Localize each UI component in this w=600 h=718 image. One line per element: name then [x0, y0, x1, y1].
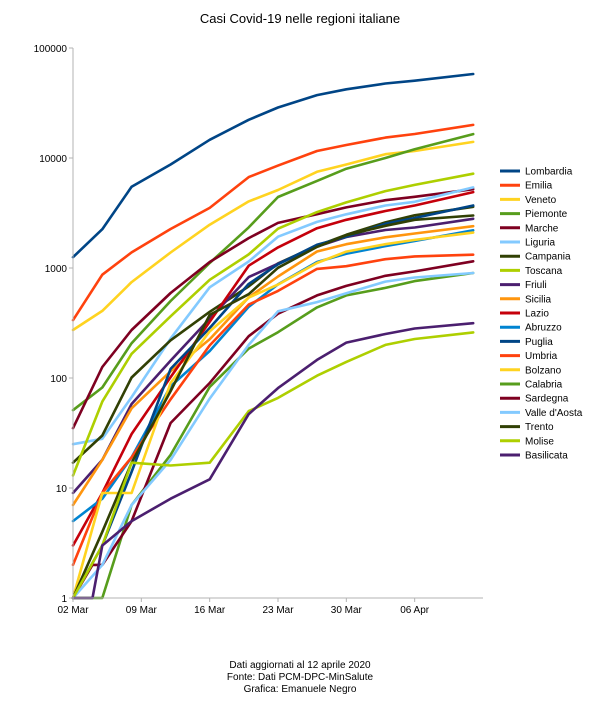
legend-label: Abruzzo: [525, 323, 562, 334]
legend-item: Lombardia: [500, 167, 573, 178]
legend-label: Veneto: [525, 195, 557, 206]
legend-label: Basilicata: [525, 451, 568, 462]
legend-item: Marche: [500, 223, 559, 234]
legend-label: Marche: [525, 223, 559, 234]
legend-label: Calabria: [525, 380, 563, 391]
legend-item: Trento: [500, 422, 554, 433]
legend-item: Liguria: [500, 238, 555, 249]
series-line-sicilia: [71, 224, 475, 507]
legend: Lombardia Emilia Veneto Piemonte Marche Ligur…: [500, 167, 583, 462]
legend-label: Liguria: [525, 238, 555, 249]
legend-item: Emilia: [500, 181, 553, 192]
legend-label: Friuli: [525, 280, 547, 291]
y-tick-label: 100: [50, 374, 67, 385]
legend-item: Basilicata: [500, 451, 568, 462]
x-tick-label: 06 Apr: [400, 605, 430, 616]
legend-label: Sardegna: [525, 394, 569, 405]
legend-label: Campania: [525, 252, 571, 263]
legend-item: Lazio: [500, 309, 549, 320]
legend-item: Veneto: [500, 195, 557, 206]
series-line-friuli: [71, 217, 475, 495]
series-line-bolzano: [71, 231, 475, 600]
x-axis: 02 Mar 09 Mar 16 Mar 23 Mar 30 Mar 06 Apr: [57, 597, 483, 616]
series-line-valle-d-aosta: [71, 271, 475, 600]
legend-item: Calabria: [500, 380, 563, 391]
legend-item: Toscana: [500, 266, 563, 277]
legend-label: Lazio: [525, 309, 549, 320]
footer-source: Fonte: Dati PCM-DPC-MinSalute: [226, 672, 374, 683]
x-tick-label: 09 Mar: [126, 605, 158, 616]
legend-label: Piemonte: [525, 209, 568, 220]
legend-label: Puglia: [525, 337, 553, 348]
series-line-lombardia: [71, 72, 475, 259]
legend-item: Valle d'Aosta: [500, 408, 583, 419]
legend-item: Puglia: [500, 337, 553, 348]
legend-label: Sicilia: [525, 294, 552, 305]
legend-label: Molise: [525, 436, 554, 447]
x-tick-label: 16 Mar: [194, 605, 226, 616]
legend-item: Piemonte: [500, 209, 568, 220]
legend-item: Sicilia: [500, 294, 552, 305]
series-line-liguria: [71, 186, 475, 446]
legend-item: Bolzano: [500, 365, 562, 376]
plot-area: [71, 72, 475, 600]
legend-label: Emilia: [525, 181, 553, 192]
series-line-lazio: [71, 190, 475, 547]
series-line-calabria: [71, 271, 475, 600]
legend-label: Umbria: [525, 351, 558, 362]
x-tick-label: 30 Mar: [331, 605, 363, 616]
x-tick-label: 02 Mar: [57, 605, 89, 616]
y-tick-label: 10000: [39, 154, 67, 165]
series-line-molise: [71, 331, 475, 600]
series-line-puglia: [71, 204, 475, 600]
y-tick-label: 1: [61, 594, 67, 605]
y-tick-label: 100000: [34, 44, 68, 55]
legend-label: Valle d'Aosta: [525, 408, 583, 419]
legend-item: Abruzzo: [500, 323, 562, 334]
legend-label: Lombardia: [525, 167, 573, 178]
footer: Dati aggiornati al 12 aprile 2020 Fonte:…: [0, 660, 600, 696]
legend-item: Molise: [500, 436, 554, 447]
legend-item: Umbria: [500, 351, 558, 362]
y-tick-label: 10: [56, 484, 68, 495]
series-line-piemonte: [71, 132, 475, 412]
series-line-marche: [71, 187, 475, 430]
chart-title: Casi Covid-19 nelle regioni italiane: [200, 11, 400, 26]
legend-item: Sardegna: [500, 394, 569, 405]
legend-item: Friuli: [500, 280, 547, 291]
legend-label: Trento: [525, 422, 554, 433]
series-line-veneto: [71, 140, 475, 332]
x-tick-label: 23 Mar: [262, 605, 294, 616]
series-line-emilia: [71, 123, 475, 322]
series-line-basilicata: [71, 321, 475, 600]
footer-credit: Grafica: Emanuele Negro: [243, 684, 357, 695]
y-tick-label: 1000: [45, 264, 68, 275]
legend-label: Toscana: [525, 266, 563, 277]
y-axis: 1 10 100 1000 10000 100000: [34, 44, 74, 605]
footer-update-date: Dati aggiornati al 12 aprile 2020: [229, 660, 371, 671]
series-line-umbria: [71, 253, 475, 567]
legend-item: Campania: [500, 252, 571, 263]
series-line-toscana: [71, 172, 475, 477]
legend-label: Bolzano: [525, 365, 562, 376]
